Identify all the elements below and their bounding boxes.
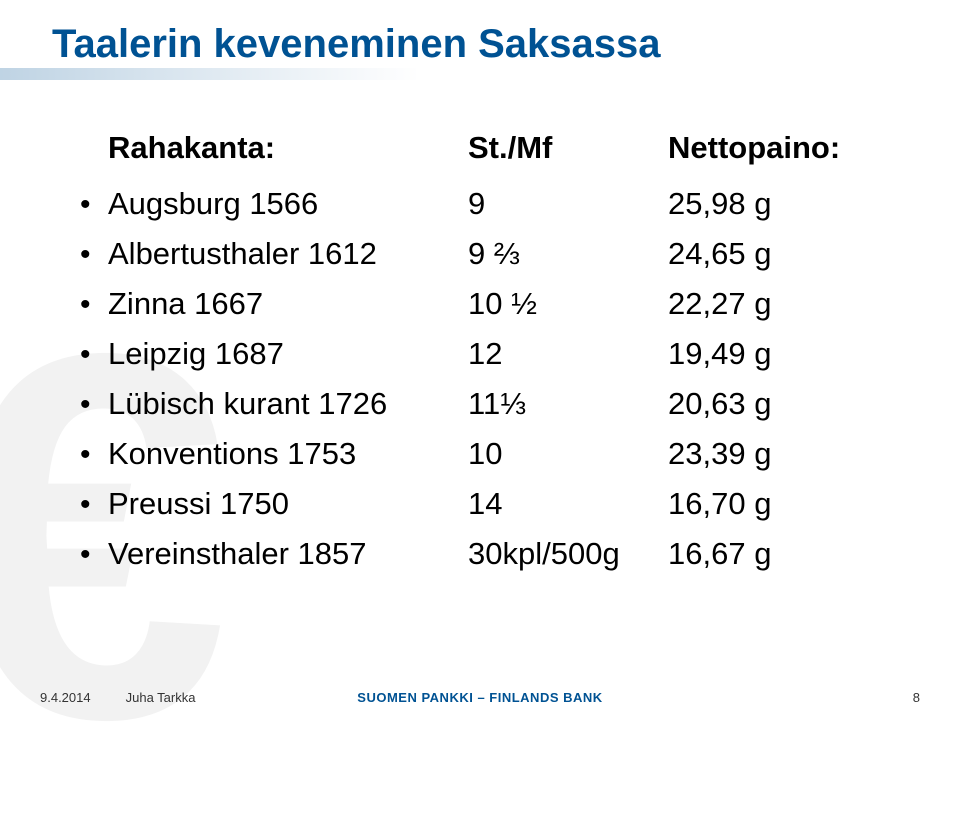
table-row: Lübisch kurant 1726 11⅓ 20,63 g [80, 386, 900, 422]
cell-c1: Preussi 1750 [108, 486, 468, 522]
cell-c2: 9 ⅔ [468, 236, 668, 272]
table-row: Konventions 1753 10 23,39 g [80, 436, 900, 472]
slide-footer: 9.4.2014 Juha Tarkka SUOMEN PANKKI – FIN… [0, 690, 960, 705]
table-row: Preussi 1750 14 16,70 g [80, 486, 900, 522]
table-row: Vereinsthaler 1857 30kpl/500g 16,67 g [80, 536, 900, 572]
cell-c1: Konventions 1753 [108, 436, 468, 472]
header-col2: St./Mf [468, 130, 668, 166]
cell-c3: 20,63 g [668, 386, 868, 422]
cell-c1: Lübisch kurant 1726 [108, 386, 468, 422]
footer-brand: SUOMEN PANKKI – FINLANDS BANK [0, 690, 960, 705]
bullet-icon [80, 286, 108, 322]
table-row: Augsburg 1566 9 25,98 g [80, 186, 900, 222]
cell-c3: 16,70 g [668, 486, 868, 522]
bullet-icon [80, 336, 108, 372]
table-row: Zinna 1667 10 ½ 22,27 g [80, 286, 900, 322]
cell-c1: Leipzig 1687 [108, 336, 468, 372]
bullet-icon [80, 536, 108, 572]
bullet-icon [80, 486, 108, 522]
cell-c2: 10 ½ [468, 286, 668, 322]
cell-c3: 24,65 g [668, 236, 868, 272]
cell-c2: 9 [468, 186, 668, 222]
slide-body: Rahakanta: St./Mf Nettopaino: Augsburg 1… [80, 130, 900, 586]
cell-c2: 14 [468, 486, 668, 522]
table-row: Albertusthaler 1612 9 ⅔ 24,65 g [80, 236, 900, 272]
cell-c2: 30kpl/500g [468, 536, 668, 572]
bullet-icon [80, 186, 108, 222]
table-row: Leipzig 1687 12 19,49 g [80, 336, 900, 372]
bullet-icon [80, 386, 108, 422]
title-underline [0, 68, 420, 80]
bullet-icon [80, 436, 108, 472]
cell-c1: Albertusthaler 1612 [108, 236, 468, 272]
cell-c2: 11⅓ [468, 386, 668, 422]
cell-c1: Zinna 1667 [108, 286, 468, 322]
cell-c1: Augsburg 1566 [108, 186, 468, 222]
cell-c3: 25,98 g [668, 186, 868, 222]
slide-title: Taalerin keveneminen Saksassa [52, 22, 661, 67]
table-header: Rahakanta: St./Mf Nettopaino: [80, 130, 900, 166]
cell-c1: Vereinsthaler 1857 [108, 536, 468, 572]
header-col1: Rahakanta: [108, 130, 468, 166]
cell-c3: 22,27 g [668, 286, 868, 322]
cell-c2: 10 [468, 436, 668, 472]
header-col3: Nettopaino: [668, 130, 868, 166]
bullet-icon [80, 236, 108, 272]
cell-c2: 12 [468, 336, 668, 372]
cell-c3: 23,39 g [668, 436, 868, 472]
cell-c3: 16,67 g [668, 536, 868, 572]
cell-c3: 19,49 g [668, 336, 868, 372]
